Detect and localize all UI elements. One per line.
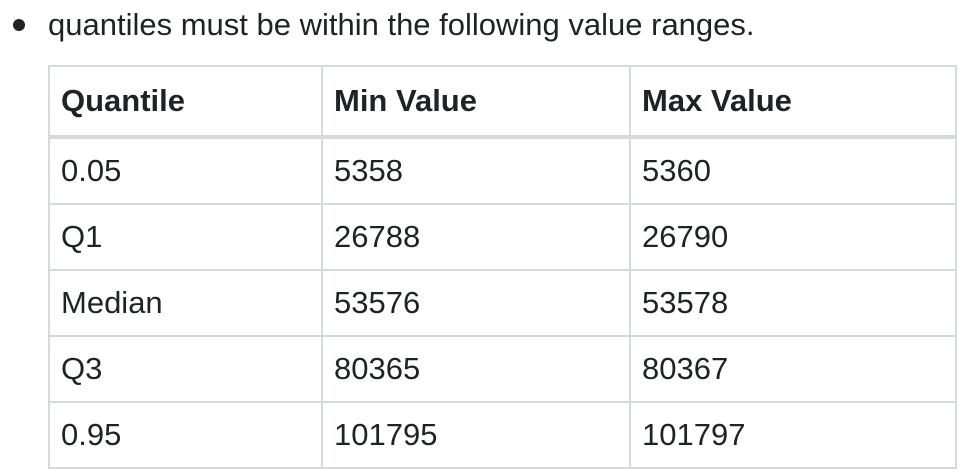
cell-min-value: 53576 — [321, 269, 631, 337]
header-quantile: Quantile — [48, 65, 323, 139]
table-header-row: Quantile Min Value Max Value — [48, 65, 957, 139]
cell-min-value: 26788 — [321, 203, 631, 271]
header-min-value: Min Value — [321, 65, 631, 139]
cell-min-value: 5358 — [321, 136, 631, 205]
cell-quantile: 0.95 — [48, 401, 323, 469]
table-row: 0.95 101795 101797 — [48, 401, 957, 469]
table-row: Q1 26788 26790 — [48, 203, 957, 271]
header-max-value: Max Value — [629, 65, 957, 139]
cell-max-value: 5360 — [629, 136, 957, 205]
cell-min-value: 80365 — [321, 335, 631, 403]
cell-max-value: 26790 — [629, 203, 957, 271]
table-row: 0.05 5358 5360 — [48, 136, 957, 205]
cell-quantile: Q3 — [48, 335, 323, 403]
bullet-text: quantiles must be within the following v… — [48, 7, 755, 42]
cell-quantile: Q1 — [48, 203, 323, 271]
cell-quantile: 0.05 — [48, 136, 323, 205]
cell-max-value: 101797 — [629, 401, 957, 469]
quantile-ranges-table: Quantile Min Value Max Value 0.05 5358 5… — [48, 65, 957, 469]
cell-max-value: 53578 — [629, 269, 957, 337]
cell-quantile: Median — [48, 269, 323, 337]
bullet-icon — [13, 19, 25, 31]
table-row: Median 53576 53578 — [48, 269, 957, 337]
cell-max-value: 80367 — [629, 335, 957, 403]
cell-min-value: 101795 — [321, 401, 631, 469]
bullet-list-item: quantiles must be within the following v… — [0, 0, 977, 50]
table-row: Q3 80365 80367 — [48, 335, 957, 403]
